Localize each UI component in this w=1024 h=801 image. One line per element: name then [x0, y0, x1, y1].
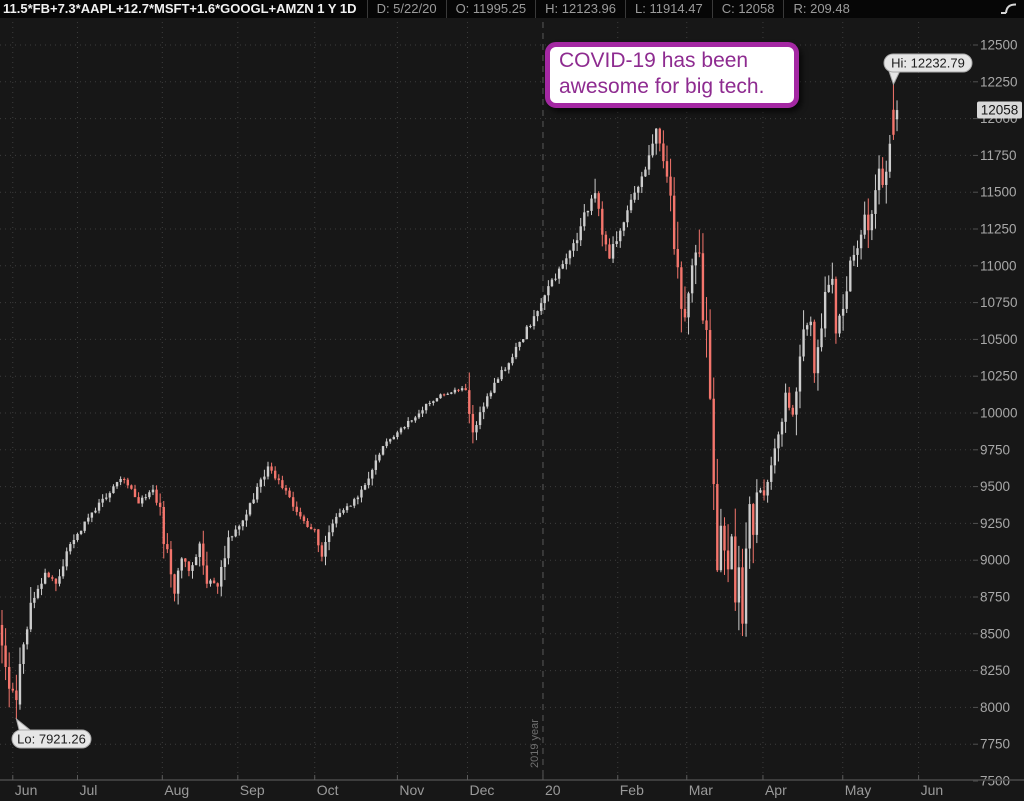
readout-L: L: 11914.47	[625, 0, 712, 18]
readout-R: R: 209.48	[783, 0, 858, 18]
x-axis-label: 20	[545, 782, 561, 798]
y-axis-label: 8750	[980, 590, 1010, 605]
year-divider-label: 2019 year	[529, 719, 541, 768]
low-marker: Lo: 7921.26	[11, 717, 92, 749]
price-axis[interactable]: 7500 7750 8000 8250 8500 8750 9000 9250 9500 9750…	[973, 38, 1018, 789]
annotation-note[interactable]: COVID-19 has been awesome for big tech.	[545, 42, 799, 108]
svg-text:12058: 12058	[981, 103, 1019, 118]
y-axis-label: 10500	[980, 332, 1018, 347]
x-axis-label: Jun	[15, 782, 38, 798]
y-axis-label: 8250	[980, 663, 1010, 678]
y-axis-label: 11750	[980, 148, 1017, 163]
price-chart[interactable]: 2019 year 7500 7750 8000 8250 8500 8750 9000 925…	[0, 18, 1024, 801]
year-divider: 2019 year	[529, 22, 544, 780]
x-axis-label: Jun	[921, 782, 944, 798]
line-chart-icon	[1001, 3, 1017, 14]
y-axis-label: 11000	[980, 258, 1017, 273]
readout-C: C: 12058	[711, 0, 784, 18]
svg-text:Hi: 12232.79: Hi: 12232.79	[891, 56, 965, 71]
ohlc-readouts: D: 5/22/20 O: 11995.25 H: 12123.96 L: 11914…	[366, 0, 859, 18]
x-axis-label: Oct	[317, 782, 339, 798]
x-axis-label: Feb	[620, 782, 644, 798]
y-axis-label: 9500	[980, 479, 1010, 494]
x-axis-label: Apr	[765, 782, 787, 798]
x-axis-label: Nov	[399, 782, 424, 798]
y-axis-label: 12250	[980, 74, 1018, 89]
x-axis-label: May	[845, 782, 871, 798]
x-axis-label: Dec	[469, 782, 494, 798]
last-price-tag: 12058	[977, 101, 1022, 119]
topbar-spacer	[859, 0, 999, 18]
readout-D: D: 5/22/20	[366, 0, 446, 18]
y-axis-label: 9250	[980, 516, 1010, 531]
y-axis-label: 8000	[980, 700, 1010, 715]
readout-H: H: 12123.96	[535, 0, 625, 18]
y-axis-label: 11500	[980, 185, 1017, 200]
y-axis-label: 10750	[980, 295, 1018, 310]
time-axis[interactable]: Jun Jul Aug Sep Oct Nov Dec 20 Feb Mar Apr May Jun	[0, 775, 1024, 798]
chart-style-button[interactable]	[999, 0, 1024, 18]
chart-header: 11.5*FB+7.3*AAPL+12.7*MSFT+1.6*GOOGL+AMZ…	[0, 0, 1024, 18]
x-axis-label: Jul	[79, 782, 97, 798]
x-axis-label: Sep	[240, 782, 265, 798]
readout-O: O: 11995.25	[445, 0, 536, 18]
y-axis-label: 7750	[980, 737, 1010, 752]
symbol-title[interactable]: 11.5*FB+7.3*AAPL+12.7*MSFT+1.6*GOOGL+AMZ…	[3, 1, 357, 16]
x-axis-label: Mar	[689, 782, 713, 798]
y-axis-label: 9750	[980, 442, 1010, 457]
y-axis-label: 8500	[980, 626, 1010, 641]
y-axis-label: 7500	[980, 774, 1010, 789]
gridlines	[0, 22, 973, 780]
annotation-line-1: COVID-19 has been	[559, 49, 749, 72]
y-axis-label: 9000	[980, 553, 1010, 568]
candles	[0, 84, 899, 719]
y-axis-label: 12500	[980, 38, 1018, 53]
svg-text:Lo: 7921.26: Lo: 7921.26	[17, 732, 86, 747]
y-axis-label: 10000	[980, 406, 1018, 421]
high-marker: Hi: 12232.79	[883, 53, 973, 86]
annotation-line-2: awesome for big tech.	[559, 75, 765, 98]
y-axis-label: 11250	[980, 222, 1017, 237]
x-axis-label: Aug	[164, 782, 189, 798]
y-axis-label: 10250	[980, 369, 1018, 384]
